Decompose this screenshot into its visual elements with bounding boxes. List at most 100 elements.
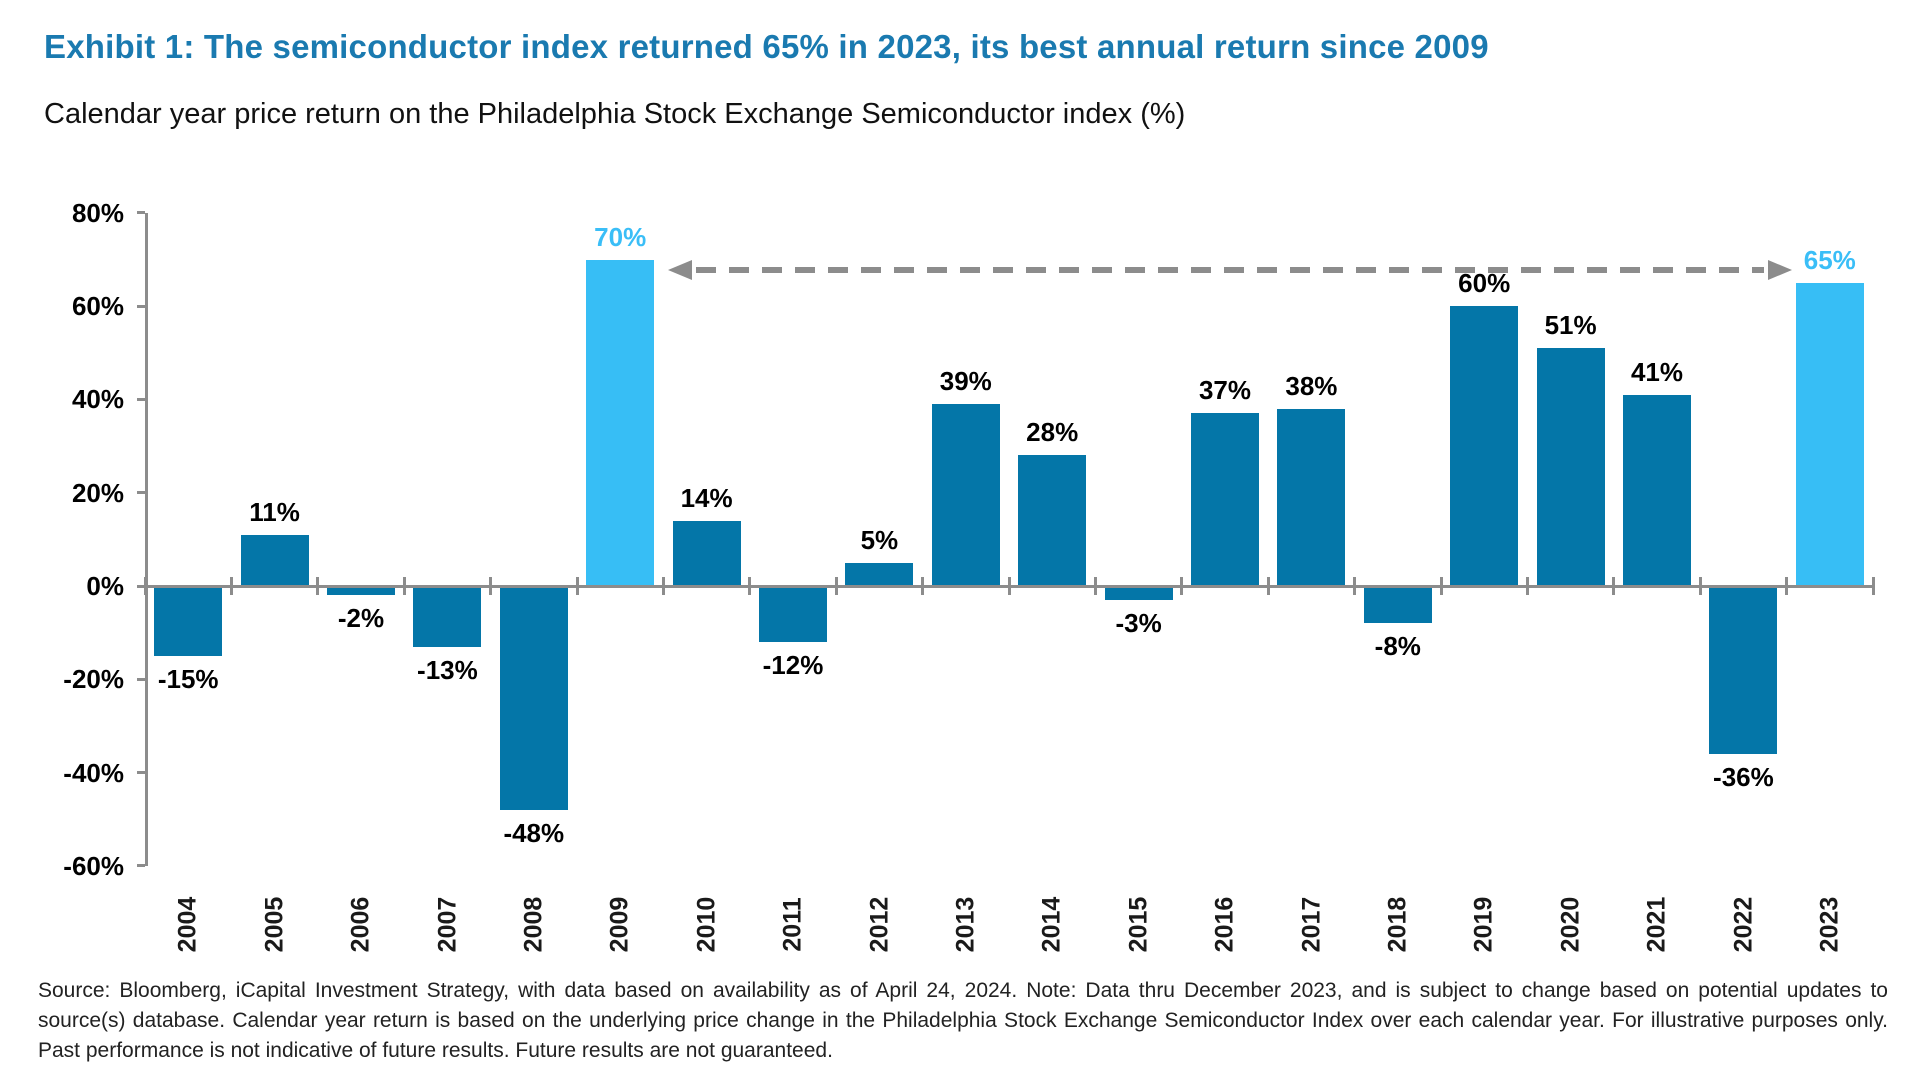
x-tick xyxy=(143,577,147,595)
year-label: 2019 xyxy=(1448,888,1520,960)
bar-2023 xyxy=(1795,282,1864,586)
arrowhead-left-icon xyxy=(668,260,692,280)
bar-2018 xyxy=(1363,586,1432,624)
year-label-text: 2020 xyxy=(1556,896,1585,952)
year-label: 2021 xyxy=(1621,888,1693,960)
year-label: 2018 xyxy=(1362,888,1434,960)
y-tick-label: -60% xyxy=(63,850,124,881)
chart-subtitle: Calendar year price return on the Philad… xyxy=(44,98,1186,130)
y-tick-label: 20% xyxy=(71,477,124,508)
bar-2017 xyxy=(1277,408,1346,586)
x-tick xyxy=(1525,577,1529,595)
bar-2016 xyxy=(1191,413,1259,586)
year-label-text: 2004 xyxy=(173,896,202,952)
year-label-text: 2006 xyxy=(346,896,375,952)
x-tick xyxy=(402,577,406,595)
year-label-text: 2009 xyxy=(605,896,634,952)
year-label: 2009 xyxy=(584,888,656,960)
y-tick xyxy=(137,864,145,868)
bar-value-label: -12% xyxy=(762,649,824,680)
year-label: 2011 xyxy=(757,888,829,960)
y-tick xyxy=(137,491,145,495)
year-label: 2016 xyxy=(1189,888,1261,960)
bar-value-label: -13% xyxy=(417,654,478,685)
year-label: 2014 xyxy=(1016,888,1088,960)
bar-2005 xyxy=(240,534,309,586)
bar-value-label: -3% xyxy=(1115,607,1162,638)
year-label-text: 2011 xyxy=(778,896,807,952)
year-label-text: 2015 xyxy=(1124,896,1153,952)
year-label: 2017 xyxy=(1275,888,1347,960)
bar-2010 xyxy=(672,520,741,586)
bar-value-label: 11% xyxy=(249,496,300,527)
year-label-text: 2019 xyxy=(1469,896,1498,952)
bar-value-label: -48% xyxy=(503,817,565,848)
arrow-dash-line xyxy=(696,267,1764,273)
bar-value-label: 39% xyxy=(939,366,992,397)
bar-2006 xyxy=(327,586,395,596)
x-tick xyxy=(229,577,233,595)
exhibit-title: Exhibit 1: The semiconductor index retur… xyxy=(44,28,1489,65)
year-label: 2005 xyxy=(239,888,311,960)
year-label: 2023 xyxy=(1794,888,1866,960)
bar-2011 xyxy=(759,586,827,642)
y-tick-label: 40% xyxy=(71,384,124,415)
year-label: 2007 xyxy=(411,888,483,960)
y-tick xyxy=(137,397,145,401)
y-tick-label: 60% xyxy=(71,291,124,322)
bar-2007 xyxy=(413,586,482,647)
x-tick xyxy=(921,577,925,595)
y-axis-line xyxy=(145,212,148,866)
year-label-text: 2013 xyxy=(951,896,980,952)
year-label: 2008 xyxy=(498,888,570,960)
bar-2015 xyxy=(1104,586,1173,600)
year-label: 2022 xyxy=(1707,888,1779,960)
bar-value-label: 60% xyxy=(1458,268,1511,299)
year-label-text: 2021 xyxy=(1642,896,1671,952)
year-label-text: 2010 xyxy=(692,896,721,952)
x-tick xyxy=(575,577,579,595)
bar-value-label: 28% xyxy=(1026,417,1079,448)
year-label: 2010 xyxy=(671,888,743,960)
x-tick xyxy=(1353,577,1357,595)
bar-value-label: 5% xyxy=(860,524,899,555)
year-label: 2020 xyxy=(1535,888,1607,960)
bar-2020 xyxy=(1536,348,1605,586)
bar-2019 xyxy=(1450,306,1519,586)
x-tick xyxy=(1698,577,1702,595)
x-tick xyxy=(1612,577,1616,595)
x-tick xyxy=(834,577,838,595)
x-tick xyxy=(1785,577,1789,595)
year-label-text: 2017 xyxy=(1296,896,1325,952)
bar-2013 xyxy=(931,404,1000,586)
x-tick xyxy=(661,577,665,595)
year-label-text: 2016 xyxy=(1210,896,1239,952)
x-tick xyxy=(1180,577,1184,595)
bar-value-label: 65% xyxy=(1803,244,1856,275)
y-tick-label: 0% xyxy=(86,571,124,601)
bar-2022 xyxy=(1709,586,1778,754)
year-label: 2015 xyxy=(1103,888,1175,960)
y-tick xyxy=(137,677,145,681)
y-tick-label: 80% xyxy=(71,197,124,228)
bar-value-label: 38% xyxy=(1285,370,1338,401)
x-tick xyxy=(1266,577,1270,595)
year-label: 2006 xyxy=(325,888,397,960)
year-label-text: 2022 xyxy=(1728,896,1757,952)
bar-value-label: 37% xyxy=(1198,375,1252,406)
year-label-text: 2005 xyxy=(260,896,289,952)
bar-value-label: 41% xyxy=(1630,356,1684,387)
bar-value-label: -2% xyxy=(337,603,385,634)
year-label-text: 2018 xyxy=(1383,896,1412,952)
year-label-text: 2023 xyxy=(1815,896,1844,952)
bar-value-label: 14% xyxy=(680,482,733,513)
bar-2012 xyxy=(845,562,914,586)
bar-2008 xyxy=(499,586,568,810)
x-tick xyxy=(748,577,752,595)
bar-value-label: -36% xyxy=(1713,761,1774,792)
year-label: 2013 xyxy=(930,888,1002,960)
year-label-text: 2008 xyxy=(519,896,548,952)
bar-2021 xyxy=(1623,394,1691,586)
